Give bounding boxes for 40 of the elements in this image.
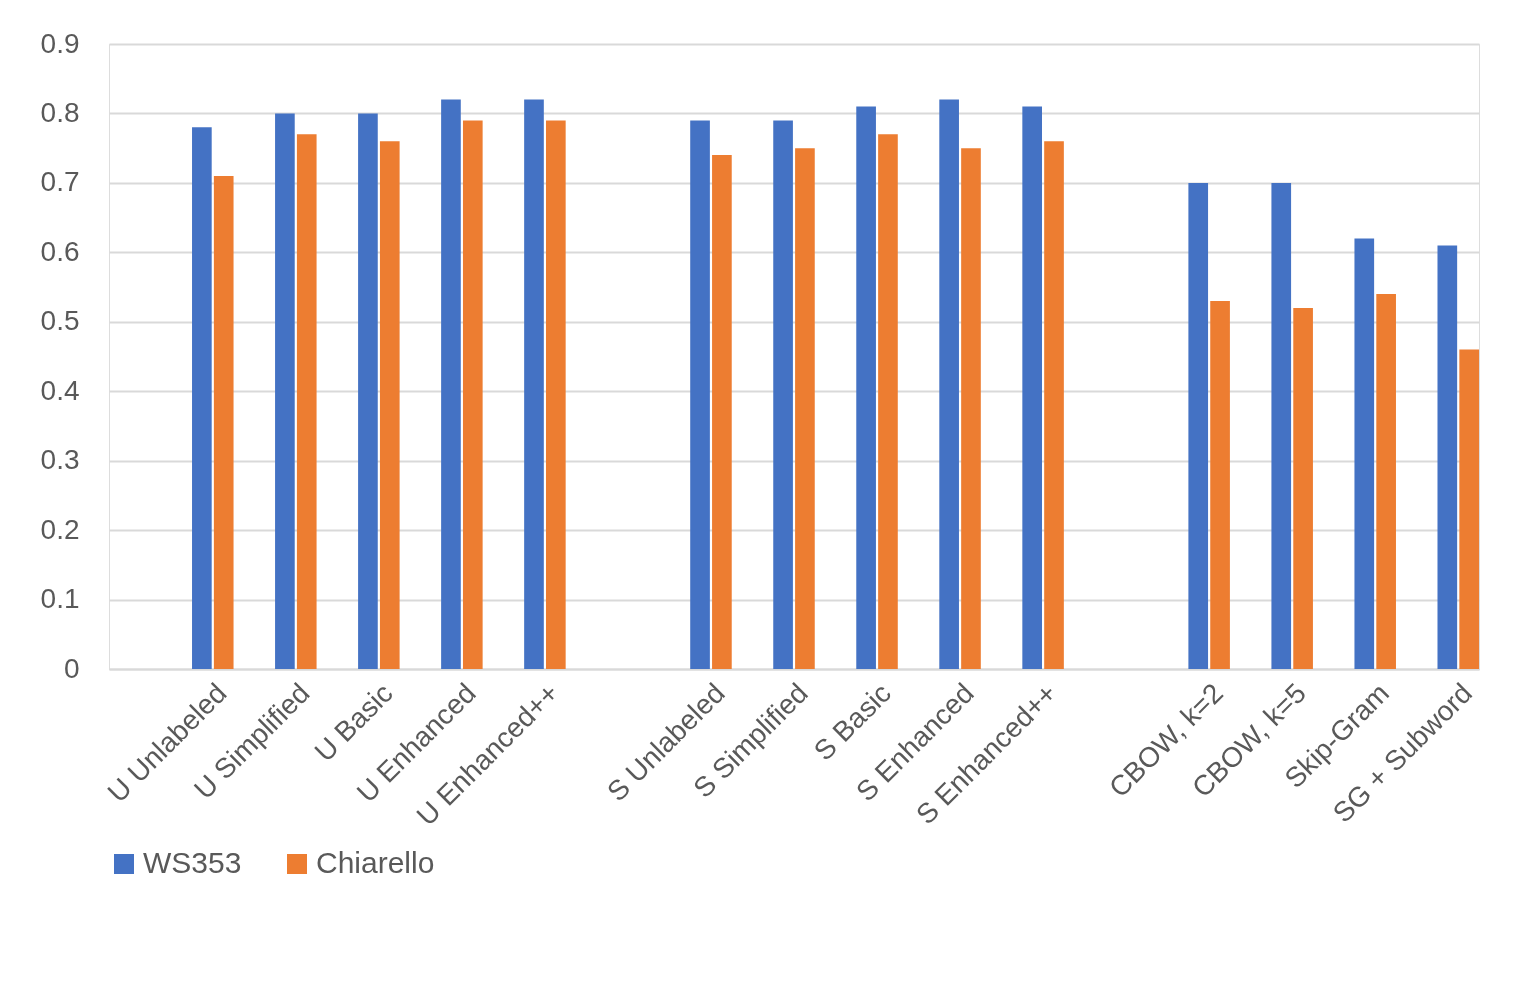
y-tick-label: 0.1 (40, 583, 80, 615)
bar (213, 175, 234, 669)
y-tick-label: 0.9 (40, 27, 80, 59)
bar (878, 134, 898, 669)
bar (1210, 300, 1230, 669)
bar (546, 120, 566, 669)
bar (1271, 182, 1292, 669)
y-tick-label: 0.5 (40, 305, 80, 337)
bar (1022, 106, 1042, 669)
bar (856, 106, 876, 669)
y-tick-label: 0 (63, 652, 80, 684)
bar (1437, 245, 1458, 669)
bar (441, 99, 461, 669)
bar (1044, 141, 1064, 669)
bar (1376, 294, 1396, 669)
bar (961, 148, 981, 669)
bar (358, 113, 378, 669)
bar (1354, 238, 1375, 669)
legend-label: Chiarello (316, 846, 435, 879)
y-tick-label: 0.7 (40, 166, 80, 198)
bar (712, 155, 732, 669)
legend-label: WS353 (143, 846, 242, 879)
bar (1293, 307, 1313, 669)
y-tick-label: 0.2 (40, 513, 80, 545)
bar (275, 113, 295, 669)
y-tick-label: 0.4 (40, 374, 80, 406)
bar (690, 120, 710, 669)
bar (1459, 349, 1479, 669)
bar (773, 120, 793, 669)
bar (379, 141, 400, 669)
bar (462, 120, 483, 669)
bar (939, 99, 959, 669)
bar (192, 127, 212, 669)
bar (296, 134, 317, 669)
y-tick-label: 0.6 (40, 235, 80, 267)
bar (524, 99, 544, 669)
y-tick-label: 0.3 (40, 444, 80, 476)
bar (795, 148, 815, 669)
bar (1188, 182, 1209, 669)
y-tick-label: 0.8 (40, 96, 80, 128)
